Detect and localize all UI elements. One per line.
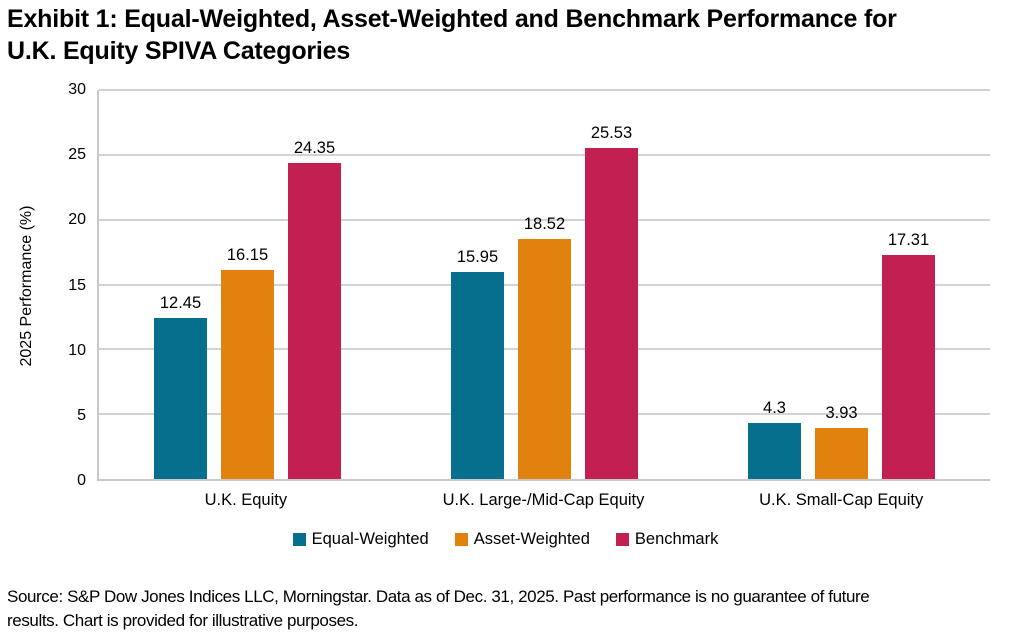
bar-group: 15.95 18.52 25.53 bbox=[396, 90, 693, 479]
bar-with-label: 15.95 bbox=[451, 90, 504, 479]
y-tick-label: 20 bbox=[68, 211, 86, 229]
y-tick-label: 5 bbox=[77, 406, 86, 424]
legend-item: Asset-Weighted bbox=[454, 530, 590, 549]
bar-with-label: 3.93 bbox=[815, 90, 868, 479]
bar bbox=[882, 254, 935, 479]
y-tick-label: 30 bbox=[68, 81, 86, 98]
bar-value-label: 12.45 bbox=[159, 293, 202, 312]
bar-group: 4.3 3.93 17.31 bbox=[693, 90, 990, 479]
bar bbox=[154, 317, 207, 479]
bar-with-label: 24.35 bbox=[288, 90, 341, 479]
legend-label: Asset-Weighted bbox=[473, 530, 590, 548]
exhibit-title: Exhibit 1: Equal-Weighted, Asset-Weighte… bbox=[7, 3, 897, 67]
legend-swatch bbox=[454, 533, 468, 546]
bar-value-label: 16.15 bbox=[226, 245, 269, 264]
bar-with-label: 25.53 bbox=[585, 90, 638, 479]
bar bbox=[585, 147, 638, 479]
x-axis-labels: U.K. Equity U.K. Large-/Mid-Cap Equity U.K… bbox=[97, 483, 990, 510]
bar-with-label: 17.31 bbox=[882, 90, 935, 479]
bar bbox=[518, 238, 571, 479]
bar bbox=[748, 423, 801, 479]
y-axis-tick-labels: 0 5 10 15 20 25 30 bbox=[0, 81, 86, 489]
legend-item: Equal-Weighted bbox=[292, 530, 429, 549]
source-note-line2: results. Chart is provided for illustrat… bbox=[7, 610, 359, 630]
legend-label: Equal-Weighted bbox=[311, 530, 429, 548]
bar-value-label: 15.95 bbox=[456, 248, 499, 267]
y-tick-label: 10 bbox=[68, 341, 86, 359]
bar bbox=[288, 163, 341, 479]
exhibit-title-line1: Exhibit 1: Equal-Weighted, Asset-Weighte… bbox=[7, 5, 897, 33]
source-note: Source: S&P Dow Jones Indices LLC, Morni… bbox=[7, 585, 1007, 632]
source-note-line1: Source: S&P Dow Jones Indices LLC, Morni… bbox=[7, 587, 870, 606]
gridline bbox=[99, 218, 990, 221]
y-tick-label: 0 bbox=[77, 472, 86, 489]
bar-groups: 12.45 16.15 24.35 15.95 18.52 25.53 4.3 3.93 17.… bbox=[99, 90, 990, 479]
bar-value-label: 25.53 bbox=[590, 123, 633, 142]
bar-value-label: 18.52 bbox=[523, 214, 566, 233]
bar-group: 12.45 16.15 24.35 bbox=[99, 90, 396, 479]
x-category-label: U.K. Small-Cap Equity bbox=[759, 491, 924, 509]
bar bbox=[451, 272, 504, 479]
gridline bbox=[99, 89, 990, 91]
x-category-label: U.K. Equity bbox=[204, 491, 288, 509]
exhibit-title-line2: U.K. Equity SPIVA Categories bbox=[7, 37, 351, 65]
bar-with-label: 18.52 bbox=[518, 90, 571, 479]
legend-item: Benchmark bbox=[615, 530, 719, 549]
legend-swatch bbox=[615, 533, 629, 546]
bar-value-label: 3.93 bbox=[825, 404, 858, 423]
x-category-label: U.K. Large-/Mid-Cap Equity bbox=[442, 491, 645, 509]
plot-area: 12.45 16.15 24.35 15.95 18.52 25.53 4.3 3.93 17.… bbox=[97, 89, 990, 481]
bar-with-label: 16.15 bbox=[221, 90, 274, 479]
legend-swatch bbox=[292, 533, 306, 546]
bar-with-label: 12.45 bbox=[154, 90, 207, 479]
bar-value-label: 24.35 bbox=[293, 139, 336, 158]
bar-with-label: 4.3 bbox=[748, 90, 801, 479]
legend-label: Benchmark bbox=[634, 530, 719, 548]
bar bbox=[221, 269, 274, 479]
y-tick-label: 15 bbox=[68, 276, 86, 294]
bar-value-label: 4.3 bbox=[763, 399, 786, 418]
legend: Equal-Weighted Asset-Weighted Benchmark bbox=[0, 530, 1011, 549]
y-tick-label: 25 bbox=[68, 146, 86, 164]
gridline bbox=[99, 153, 990, 156]
bar bbox=[815, 428, 868, 479]
bar-value-label: 17.31 bbox=[887, 230, 930, 249]
